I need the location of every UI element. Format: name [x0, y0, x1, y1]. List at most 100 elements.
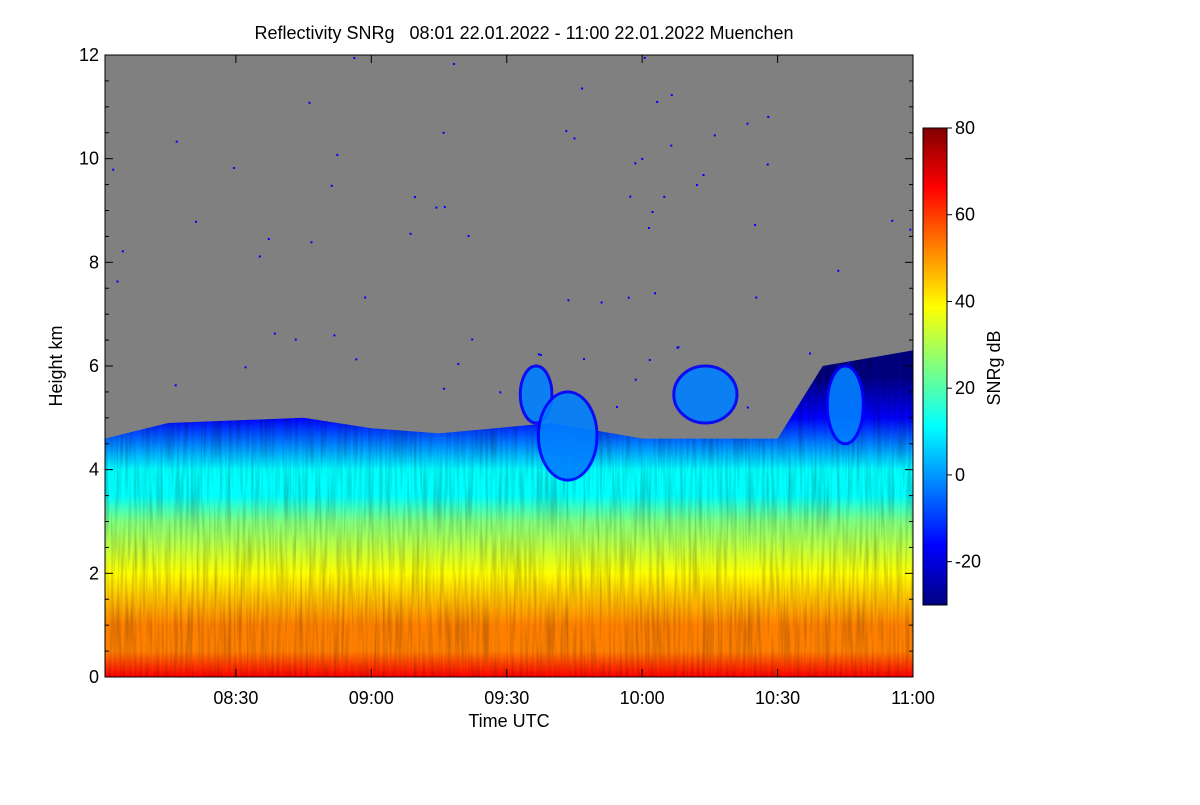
- noise-dot: [442, 131, 445, 134]
- noise-dot: [634, 378, 637, 381]
- colorbar-tick-label: 40: [955, 291, 975, 311]
- colorbar-gradient: [922, 127, 948, 606]
- noise-dot: [537, 353, 540, 356]
- noise-dot: [467, 235, 470, 238]
- noise-dot: [670, 144, 673, 147]
- noise-dot: [677, 346, 680, 349]
- y-axis-label: Height km: [46, 325, 66, 406]
- noise-dot: [651, 211, 654, 213]
- noise-dot: [452, 63, 455, 65]
- noise-dot: [634, 162, 637, 165]
- noise-dot: [330, 184, 333, 187]
- noise-dot: [648, 359, 651, 361]
- x-tick-label: 11:00: [891, 688, 935, 708]
- noise-dot: [308, 101, 311, 104]
- noise-dot: [409, 232, 412, 235]
- cloud-cell: [672, 364, 739, 425]
- noise-dots: [112, 56, 912, 409]
- noise-dot: [174, 384, 177, 387]
- noise-dot: [112, 168, 115, 171]
- noise-dot: [767, 115, 770, 118]
- x-tick-label: 08:30: [213, 688, 258, 708]
- x-tick-label: 10:30: [755, 688, 800, 708]
- noise-dot: [581, 87, 584, 90]
- noise-dot: [267, 238, 270, 240]
- noise-dot: [627, 296, 630, 299]
- noise-dot: [909, 228, 912, 231]
- noise-dot: [116, 280, 119, 283]
- colorbar: -20 0 20 40 60 80 SNRg dB: [922, 118, 1004, 606]
- noise-dot: [713, 134, 716, 137]
- noise-dot: [837, 269, 840, 272]
- noise-dot: [809, 352, 811, 355]
- noise-dot: [273, 332, 276, 335]
- plot-area: [105, 55, 913, 677]
- noise-dot: [539, 353, 542, 356]
- noise-dot: [364, 296, 367, 299]
- noise-dot: [648, 227, 650, 229]
- noise-dot: [333, 334, 336, 337]
- y-tick-label: 12: [79, 45, 99, 65]
- noise-dot: [457, 362, 460, 365]
- colorbar-tick-label: -20: [955, 552, 981, 572]
- colorbar-ticks: -20 0 20 40 60 80: [947, 118, 981, 572]
- noise-dot: [583, 358, 585, 361]
- noise-dot: [442, 387, 445, 390]
- noise-dot: [244, 366, 247, 369]
- noise-dot: [616, 406, 618, 408]
- noise-dot: [353, 57, 356, 59]
- noise-dot: [121, 250, 124, 253]
- noise-dot: [565, 130, 568, 133]
- noise-dot: [891, 219, 894, 222]
- y-tick-label: 4: [89, 460, 99, 480]
- x-tick-label: 10:00: [620, 688, 665, 708]
- y-tick-label: 6: [89, 356, 99, 376]
- cloud-cell: [825, 364, 865, 446]
- noise-dot: [754, 224, 757, 226]
- elevated-cells: [518, 364, 865, 482]
- noise-dot: [695, 184, 698, 186]
- cloud-cell: [536, 390, 599, 482]
- x-axis-label: Time UTC: [468, 711, 549, 731]
- colorbar-tick-label: 20: [955, 378, 975, 398]
- noise-dot: [413, 196, 416, 199]
- y-tick-label: 10: [79, 149, 99, 169]
- noise-dot: [746, 406, 749, 409]
- noise-dot: [435, 206, 438, 209]
- x-axis: 08:30 09:00 09:30 10:00 10:30 11:00: [213, 55, 935, 708]
- noise-dot: [654, 292, 656, 295]
- noise-dot: [499, 391, 502, 394]
- noise-dot: [766, 163, 769, 166]
- noise-dot: [600, 301, 603, 304]
- y-axis: 0 2 4 6 8 10 12: [79, 45, 913, 687]
- y-tick-label: 2: [89, 563, 99, 583]
- noise-dot: [746, 122, 749, 125]
- noise-dot: [656, 101, 659, 103]
- noise-dot: [663, 195, 666, 198]
- noise-dot: [567, 299, 570, 302]
- colorbar-tick-label: 80: [955, 118, 975, 138]
- noise-dot: [471, 338, 474, 341]
- noise-dot: [195, 220, 197, 223]
- noise-dot: [629, 195, 632, 198]
- noise-dot: [573, 137, 576, 140]
- noise-dot: [702, 174, 705, 176]
- y-tick-label: 0: [89, 667, 99, 687]
- colorbar-label: SNRg dB: [984, 330, 1004, 405]
- x-tick-label: 09:30: [484, 688, 529, 708]
- chart-title: Reflectivity SNRg 08:01 22.01.2022 - 11:…: [254, 23, 793, 43]
- noise-dot: [294, 338, 297, 341]
- noise-dot: [355, 358, 358, 361]
- noise-dot: [847, 361, 850, 364]
- noise-dot: [258, 255, 261, 258]
- noise-dot: [175, 140, 178, 143]
- y-tick-label: 8: [89, 252, 99, 272]
- x-tick-label: 09:00: [349, 688, 394, 708]
- noise-dot: [336, 153, 339, 156]
- colorbar-tick-label: 0: [955, 465, 965, 485]
- noise-dot: [643, 56, 646, 59]
- noise-dot: [641, 157, 644, 160]
- noise-dot: [670, 94, 673, 97]
